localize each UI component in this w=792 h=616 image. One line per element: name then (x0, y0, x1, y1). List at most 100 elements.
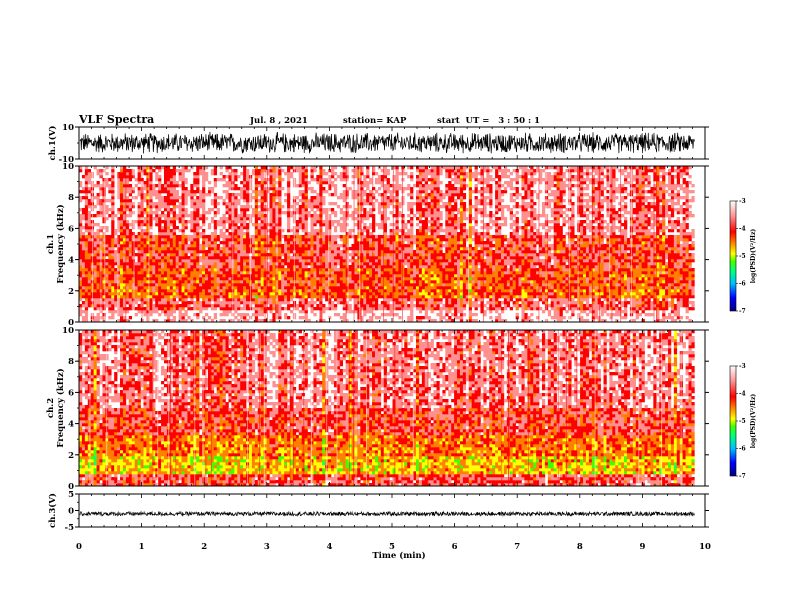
ch1-spectrogram-cell (261, 304, 264, 307)
ch1-spectrogram-cell (290, 286, 293, 289)
ch1-spectrogram-cell (158, 277, 161, 280)
ch1-spectrogram-cell (671, 247, 674, 250)
ch1-spectrogram-cell (281, 262, 284, 265)
ch1-spectrogram-cell (337, 274, 340, 277)
ch1-spectrogram-cell (255, 247, 258, 250)
ch1-spectrogram-cell (551, 295, 554, 298)
ch1-spectrogram-cell (674, 250, 677, 253)
ch1-spectrogram-cell (308, 256, 311, 259)
ch1-spectrogram-cell (478, 280, 481, 283)
ch1-spectrogram-cell (167, 286, 170, 289)
ch1-spectrogram-cell (460, 289, 463, 292)
ch1-spectrogram-cell (645, 253, 648, 256)
ch1-spectrogram-cell (360, 280, 363, 283)
ch1-spectrogram-cell (240, 253, 243, 256)
ch1-spectrogram-cell (554, 304, 557, 307)
ch1-spectrogram-cell (612, 247, 615, 250)
ch1-spectrogram-cell (401, 265, 404, 268)
ch1-spectrogram-cell (510, 298, 513, 301)
ch1-spectrogram-cell (223, 268, 226, 271)
ch1-spectrogram-cell (126, 310, 129, 313)
ch1-spectrogram-cell (686, 286, 689, 289)
ch1-spectrogram-cell (601, 274, 604, 277)
ch1-spectrogram-cell (589, 271, 592, 274)
ch1-spectrogram-cell (190, 253, 193, 256)
ch1-spectrogram-cell (527, 262, 530, 265)
ch1-spectrogram-cell (472, 301, 475, 304)
ch1-spectrogram-cell (539, 259, 542, 262)
ch1-spectrogram-cell (495, 283, 498, 286)
ch1-spectrogram-cell (645, 256, 648, 259)
ch1-spectrogram-cell (469, 256, 472, 259)
ch1-spectrogram-cell (448, 316, 451, 319)
ch1-spectrogram-cell (255, 316, 258, 319)
ch1-spectrogram-cell (255, 295, 258, 298)
ch1-spectrogram-cell (589, 259, 592, 262)
ch1-spectrogram-cell (343, 304, 346, 307)
ch1-spectrogram-cell (223, 283, 226, 286)
ch1-spectrogram-cell (407, 274, 410, 277)
ch1-spectrogram-cell (269, 298, 272, 301)
ch1-spectrogram-cell (557, 280, 560, 283)
ch1-spectrogram-cell (436, 256, 439, 259)
ch1-spectrogram-cell (501, 262, 504, 265)
ch1-spectrogram-cell (601, 277, 604, 280)
ch1-spectrogram-cell (428, 316, 431, 319)
ch1-spectrogram-cell (504, 268, 507, 271)
ch1-spectrogram-cell (545, 286, 548, 289)
ch1-spectrogram-cell (516, 256, 519, 259)
ch1-spectrogram-cell (193, 313, 196, 316)
ch1-spectrogram-cell (445, 274, 448, 277)
ch1-spectrogram-cell (302, 259, 305, 262)
ch1-spectrogram-cell (305, 265, 308, 268)
ch1-spectrogram-cell (686, 244, 689, 247)
ch1-spectrogram-cell (504, 262, 507, 265)
ch1-spectrogram-cell (621, 265, 624, 268)
ch1-spectrogram-cell (211, 274, 214, 277)
ch1-spectrogram-cell (390, 307, 393, 310)
ch1-spectrogram-cell (577, 301, 580, 304)
ch1-spectrogram-cell (633, 289, 636, 292)
ch1-spectrogram-cell (404, 250, 407, 253)
ch1-spectrogram-cell (258, 253, 261, 256)
ch1-spectrogram-cell (305, 289, 308, 292)
ch1-spectrogram-cell (155, 286, 158, 289)
ch1-spectrogram-cell (398, 277, 401, 280)
ch1-waveform-ytick-label: 10 (62, 123, 74, 133)
ch1-spectrogram-cell (521, 277, 524, 280)
ch1-spectrogram-cell (483, 286, 486, 289)
ch1-spectrogram-cell (571, 256, 574, 259)
ch1-spectrogram-cell (149, 310, 152, 313)
ch1-spectrogram-cell (325, 271, 328, 274)
ch1-spectrogram-cell (501, 244, 504, 247)
ch1-spectrogram-cell (325, 262, 328, 265)
ch1-spectrogram-cell (387, 283, 390, 286)
ch1-spectrogram-cell (269, 295, 272, 298)
ch1-spectrogram-cell (305, 262, 308, 265)
ch1-spectrogram-cell (401, 286, 404, 289)
ch1-spectrogram-cell (105, 301, 108, 304)
ch1-spectrogram-cell (384, 304, 387, 307)
ch1-spectrogram-cell (305, 253, 308, 256)
ch1-spectrogram-cell (97, 274, 100, 277)
ch1-spectrogram-cell (636, 283, 639, 286)
ch1-spectrogram-cell (82, 241, 85, 244)
ch1-spectrogram-cell (510, 265, 513, 268)
ch1-spectrogram-cell (149, 304, 152, 307)
ch1-spectrogram-cell (434, 280, 437, 283)
ch1-spectrogram-cell (624, 262, 627, 265)
ch1-spectrogram-cell (190, 274, 193, 277)
ch1-spectrogram-cell (322, 280, 325, 283)
ch1-spectrogram-cell (647, 295, 650, 298)
ch1-spectrogram-cell (164, 301, 167, 304)
ch1-spectrogram-cell (445, 298, 448, 301)
ch1-spectrogram-cell (252, 298, 255, 301)
ch1-spectrogram-cell (138, 259, 141, 262)
ch1-spectrogram-cell (193, 271, 196, 274)
ch1-spectrogram-cell (498, 280, 501, 283)
ch1-spectrogram-cell (287, 295, 290, 298)
ch1-spectrogram-cell (214, 304, 217, 307)
ch1-spectrogram-cell (542, 268, 545, 271)
ch1-spectrogram-cell (521, 289, 524, 292)
ch1-spectrogram-cell (217, 256, 220, 259)
